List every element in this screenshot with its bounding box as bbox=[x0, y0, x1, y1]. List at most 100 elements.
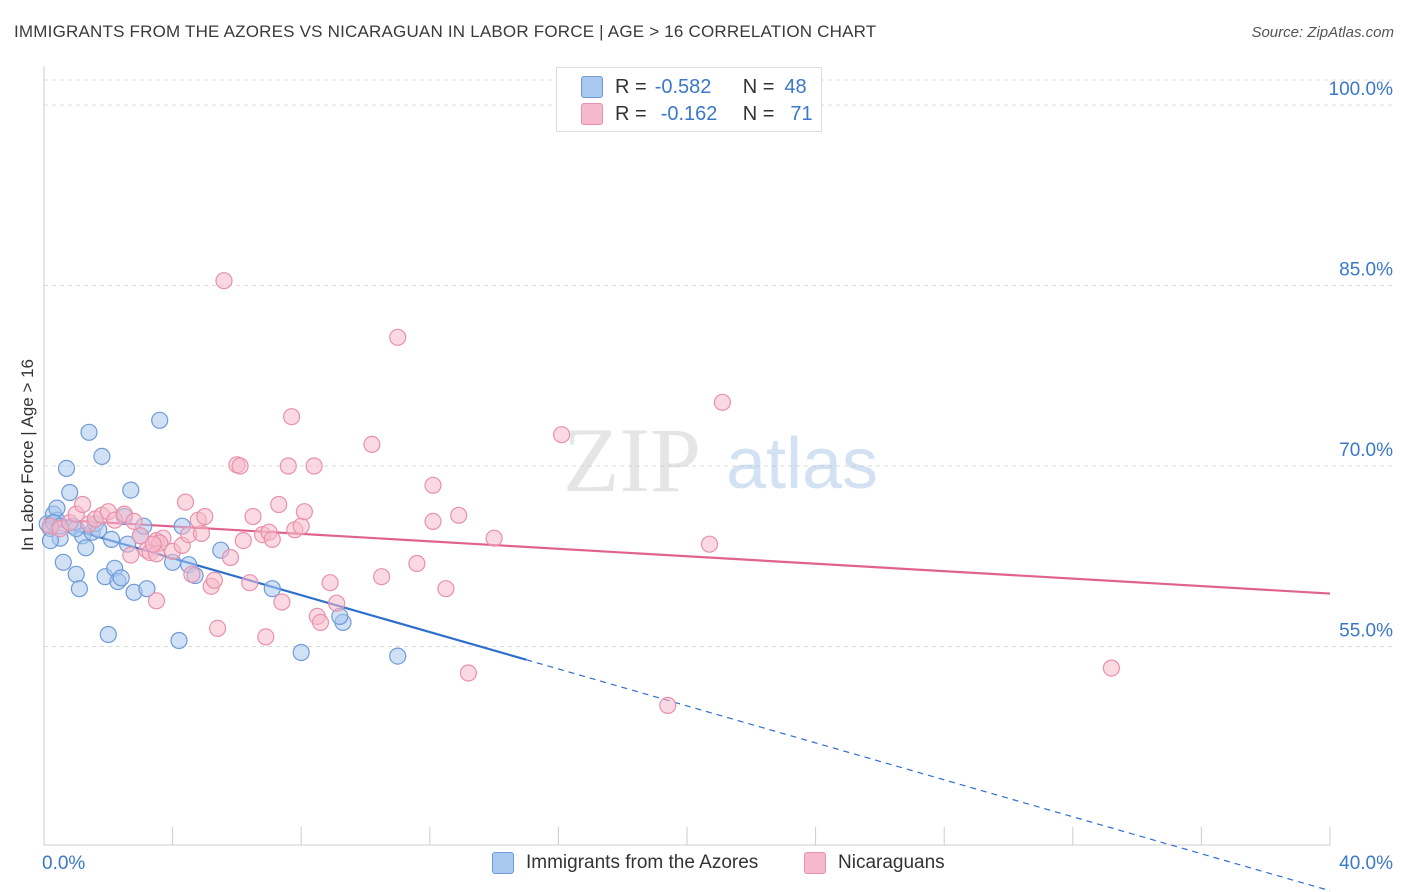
azores-point bbox=[99, 625, 117, 644]
nicaraguan-point bbox=[144, 535, 162, 553]
azores-point bbox=[151, 411, 169, 429]
nicaraguan-point bbox=[73, 495, 92, 514]
nicaraguan-point bbox=[485, 529, 503, 547]
points-layer bbox=[38, 272, 1121, 715]
azores-point bbox=[138, 580, 156, 598]
azores-point bbox=[61, 483, 79, 502]
nicaraguan-point bbox=[389, 328, 407, 346]
nicaraguan-point bbox=[459, 664, 477, 682]
nicaraguan-point bbox=[700, 535, 719, 553]
x-tick-label-min: 0.0% bbox=[42, 853, 85, 874]
azores-point bbox=[48, 499, 66, 517]
azores-point bbox=[292, 643, 310, 662]
legend-n-value: 71 bbox=[790, 102, 813, 125]
nicaraguan-point bbox=[183, 565, 201, 583]
y-axis-label: In Labor Force | Age > 16 bbox=[18, 358, 37, 552]
azores-point bbox=[77, 539, 95, 557]
azores-point bbox=[389, 647, 407, 665]
watermark: ZIP atlas bbox=[563, 409, 878, 511]
azores-point bbox=[70, 580, 89, 598]
correlation-legend: R = -0.582 N = 48 R = -0.162 N = 71 bbox=[556, 67, 822, 132]
nicaraguan-point bbox=[257, 628, 275, 646]
legend-n-label: N = bbox=[742, 102, 775, 125]
source-label: Source: ZipAtlas.com bbox=[1251, 24, 1394, 41]
azores-point bbox=[57, 459, 76, 477]
y-tick-label: 55.0% bbox=[1339, 620, 1393, 641]
azores-point bbox=[54, 553, 72, 571]
nicaraguan-point bbox=[373, 568, 391, 586]
nicaraguan-point bbox=[241, 574, 259, 592]
nicaraguan-point bbox=[292, 517, 310, 535]
nicaraguan-point bbox=[424, 476, 442, 494]
legend-n-label: N = bbox=[742, 75, 775, 98]
y-tick-label: 85.0% bbox=[1339, 260, 1393, 281]
labels-layer: 55.0% 70.0% 85.0% 100.0% 0.0% 40.0% bbox=[42, 79, 1393, 874]
x-tick-label-max: 40.0% bbox=[1339, 853, 1393, 874]
legend-r-label: R = bbox=[615, 102, 647, 125]
chart-title: IMMIGRANTS FROM THE AZORES VS NICARAGUAN… bbox=[14, 22, 877, 41]
nicaraguan-point bbox=[450, 506, 468, 524]
azores-point bbox=[80, 423, 98, 441]
nicaraguan-point bbox=[244, 507, 262, 526]
nicaraguan-point bbox=[295, 503, 313, 521]
nicaraguan-point bbox=[437, 580, 455, 598]
nicaraguan-point bbox=[305, 457, 323, 475]
nicaraguan-point bbox=[270, 495, 288, 514]
nicaraguan-point bbox=[231, 457, 249, 475]
legend-row-nicaraguans: R = -0.162 N = 71 bbox=[581, 102, 813, 126]
nicaraguan-point bbox=[311, 613, 330, 632]
y-tick-label: 100.0% bbox=[1329, 79, 1394, 100]
nicaraguan-point bbox=[408, 554, 426, 573]
azores-point bbox=[263, 580, 281, 598]
legend-swatch-azores bbox=[581, 76, 603, 98]
nicaraguan-point bbox=[363, 435, 381, 453]
nicaraguan-point bbox=[205, 571, 223, 589]
nicaraguan-point bbox=[273, 593, 291, 611]
nicaraguan-point bbox=[125, 512, 143, 531]
nicaraguan-point bbox=[328, 594, 346, 612]
nicaraguan-point bbox=[321, 574, 339, 592]
nicaraguan-point bbox=[122, 546, 140, 564]
azores-point bbox=[102, 530, 121, 549]
legend-swatch-nicaraguans bbox=[581, 103, 603, 125]
nicaraguan-point bbox=[659, 696, 677, 715]
nicaraguan-point bbox=[147, 592, 166, 610]
azores-point bbox=[112, 569, 130, 587]
nicaraguan-point bbox=[283, 408, 301, 426]
watermark-atlas: atlas bbox=[726, 424, 878, 504]
legend-r-value: -0.162 bbox=[660, 102, 718, 125]
nicaraguan-point bbox=[131, 527, 149, 545]
bottom-legend-swatch-nicaraguans bbox=[804, 852, 826, 874]
azores-trend-extension bbox=[526, 659, 1331, 892]
azores-point bbox=[122, 481, 140, 499]
azores-point bbox=[170, 631, 188, 650]
nicaraguan-point bbox=[552, 426, 571, 444]
azores-point bbox=[93, 447, 111, 465]
legend-n-value: 48 bbox=[784, 75, 807, 98]
y-tick-label: 70.0% bbox=[1339, 440, 1393, 461]
bottom-legend-label-azores: Immigrants from the Azores bbox=[526, 852, 759, 873]
legend-r-value: -0.582 bbox=[654, 75, 712, 98]
watermark-zip: ZIP bbox=[563, 409, 701, 511]
nicaraguan-point bbox=[713, 393, 732, 411]
nicaraguan-point bbox=[424, 512, 442, 531]
nicaraguan-point bbox=[209, 619, 227, 638]
legend-row-azores: R = -0.582 N = 48 bbox=[581, 75, 807, 99]
nicaraguan-point bbox=[279, 457, 297, 475]
nicaraguan-point bbox=[221, 548, 240, 567]
bottom-legend-azores: Immigrants from the Azores bbox=[492, 852, 758, 874]
nicaraguan-point bbox=[234, 531, 252, 550]
bottom-legend-nicaraguans: Nicaraguans bbox=[804, 852, 945, 874]
azores-point bbox=[67, 565, 85, 583]
bottom-legend-label-nicaraguans: Nicaraguans bbox=[838, 852, 945, 873]
nicaraguan-point bbox=[196, 507, 214, 526]
nicaraguan-point bbox=[215, 272, 233, 290]
legend-r-label: R = bbox=[615, 75, 647, 98]
bottom-legend-swatch-azores bbox=[492, 852, 514, 874]
nicaraguan-point bbox=[1102, 659, 1121, 677]
nicaraguan-point bbox=[176, 493, 195, 511]
axes-layer bbox=[43, 66, 1331, 846]
nicaraguan-point bbox=[263, 530, 281, 549]
grid-layer bbox=[44, 79, 1395, 647]
